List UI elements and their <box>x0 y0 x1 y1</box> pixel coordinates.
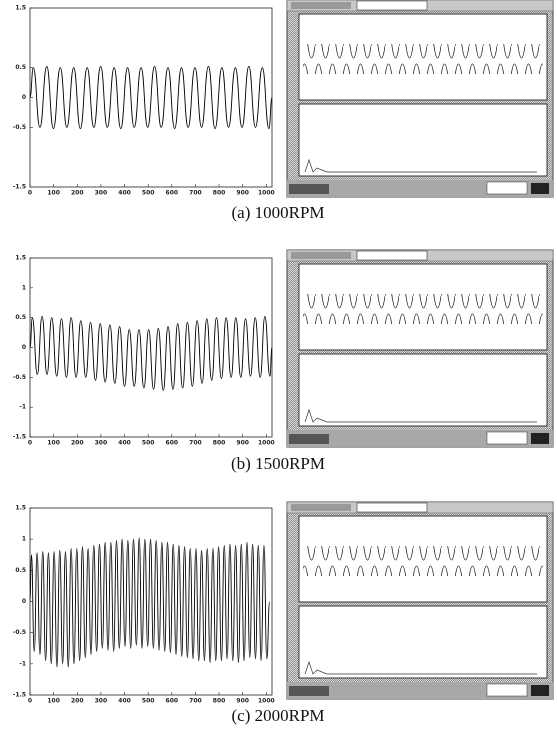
x-tick-label: 200 <box>71 440 84 447</box>
y-tick-label: 1.5 <box>15 505 26 512</box>
y-tick-label: 1 <box>22 536 26 543</box>
x-tick-label: 1000 <box>258 698 275 705</box>
x-tick-label: 400 <box>118 440 131 447</box>
x-tick-label: 100 <box>47 440 60 447</box>
y-tick-label: -0.5 <box>13 374 26 381</box>
y-tick-label: 1.5 <box>15 5 26 12</box>
x-tick-label: 500 <box>142 698 155 705</box>
x-tick-label: 300 <box>95 440 108 447</box>
x-tick-label: 1000 <box>258 440 275 447</box>
y-tick-label: -0.5 <box>13 124 26 131</box>
x-tick-label: 0 <box>28 698 32 705</box>
software-screenshot <box>287 0 553 197</box>
y-tick-label: -1.5 <box>13 434 26 441</box>
x-tick-label: 700 <box>189 440 202 447</box>
x-tick-label: 200 <box>71 190 84 197</box>
x-tick-label: 300 <box>95 698 108 705</box>
y-tick-label: 0.5 <box>15 64 26 71</box>
x-tick-label: 700 <box>189 190 202 197</box>
x-tick-label: 100 <box>47 698 60 705</box>
plot-frame <box>30 258 272 437</box>
y-tick-label: 0.5 <box>15 567 26 574</box>
y-tick-label: -1.5 <box>13 184 26 191</box>
x-tick-label: 900 <box>236 698 249 705</box>
figure: 01002003004005006007008009001000-1.5-0.5… <box>0 0 557 731</box>
y-tick-label: -1 <box>19 404 26 411</box>
y-tick-label: 0.5 <box>15 314 26 321</box>
y-tick-label: 1 <box>22 284 26 291</box>
x-tick-label: 300 <box>95 190 108 197</box>
x-tick-label: 0 <box>28 190 32 197</box>
y-tick-label: 0 <box>22 344 26 351</box>
y-tick-label: -1.5 <box>13 692 26 699</box>
x-tick-label: 500 <box>142 440 155 447</box>
x-tick-label: 400 <box>118 190 131 197</box>
x-tick-label: 500 <box>142 190 155 197</box>
x-tick-label: 200 <box>71 698 84 705</box>
y-tick-label: 0 <box>22 94 26 101</box>
x-tick-label: 800 <box>213 190 226 197</box>
x-tick-label: 400 <box>118 698 131 705</box>
y-tick-label: 0 <box>22 598 26 605</box>
x-tick-label: 1000 <box>258 190 275 197</box>
x-tick-label: 100 <box>47 190 60 197</box>
x-tick-label: 0 <box>28 440 32 447</box>
caption: (c) 2000RPM <box>231 706 324 725</box>
x-tick-label: 900 <box>236 190 249 197</box>
x-tick-label: 600 <box>166 190 179 197</box>
caption: (a) 1000RPM <box>231 203 324 222</box>
y-tick-label: -1 <box>19 660 26 667</box>
y-tick-label: 1.5 <box>15 255 26 262</box>
caption: (b) 1500RPM <box>231 454 325 473</box>
x-tick-label: 900 <box>236 440 249 447</box>
x-tick-label: 800 <box>213 440 226 447</box>
x-tick-label: 800 <box>213 698 226 705</box>
software-screenshot <box>287 502 553 699</box>
x-tick-label: 700 <box>189 698 202 705</box>
y-tick-label: -0.5 <box>13 629 26 636</box>
plot-frame <box>30 508 272 695</box>
x-tick-label: 600 <box>166 698 179 705</box>
software-screenshot <box>287 250 553 447</box>
x-tick-label: 600 <box>166 440 179 447</box>
